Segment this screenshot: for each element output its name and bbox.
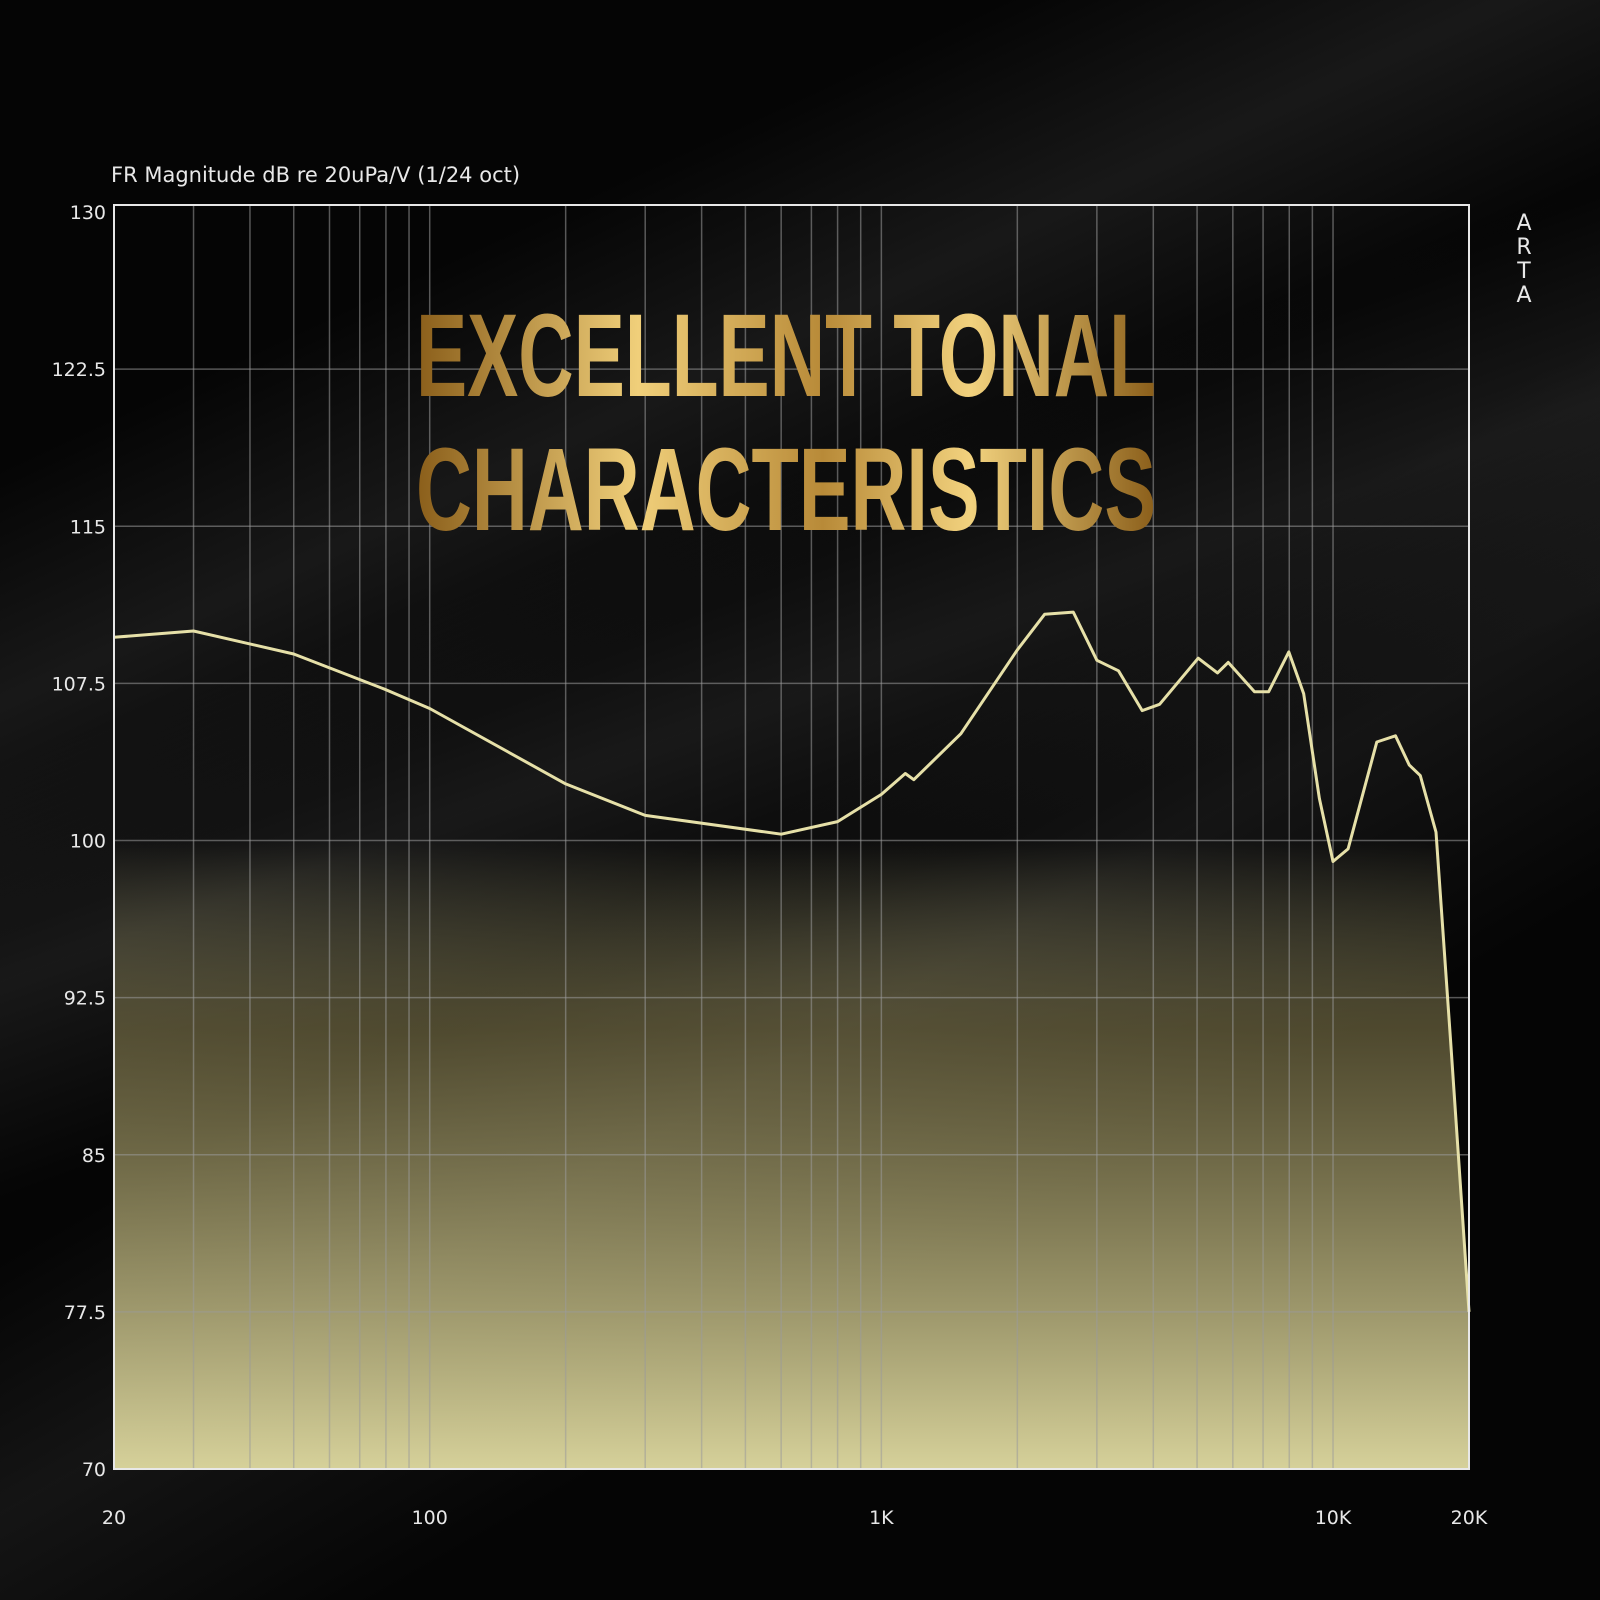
x-tick-label: 100 xyxy=(412,1507,448,1529)
y-tick-label: 70 xyxy=(82,1459,106,1481)
y-tick-label: 107.5 xyxy=(52,673,106,695)
watermark-letter: A xyxy=(1516,211,1531,236)
x-tick-label: 1K xyxy=(869,1507,894,1529)
y-tick-label: 130 xyxy=(70,202,106,224)
plot-frame xyxy=(113,204,1470,1470)
y-tick-label: 122.5 xyxy=(52,359,106,381)
headline-line-2: CHARACTERISTICS xyxy=(416,424,1156,556)
y-tick-label: 85 xyxy=(82,1145,106,1167)
grid-lines xyxy=(114,205,1469,1469)
headline-line-1: EXCELLENT TONAL xyxy=(416,290,1156,422)
response-area-fill xyxy=(114,612,1469,1469)
y-tick-label: 115 xyxy=(70,516,106,538)
y-axis-label: FR Magnitude dB re 20uPa/V (1/24 oct) xyxy=(111,163,520,187)
headline: EXCELLENT TONAL CHARACTERISTICS xyxy=(416,290,1156,556)
x-tick-label: 20 xyxy=(102,1507,126,1529)
y-tick-label: 77.5 xyxy=(64,1302,106,1324)
watermark-letter: R xyxy=(1516,235,1531,260)
watermark-letter: T xyxy=(1516,259,1531,284)
y-tick-label: 92.5 xyxy=(64,988,106,1010)
y-tick-labels: 130 122.5 115 107.5 100 92.5 85 77.5 70 xyxy=(52,202,106,1481)
x-tick-label: 10K xyxy=(1315,1507,1352,1529)
x-tick-labels: 20 100 1K 10K 20K xyxy=(102,1507,1488,1529)
response-curve xyxy=(113,610,1471,1313)
y-tick-label: 100 xyxy=(70,831,106,853)
x-tick-label: 20K xyxy=(1451,1507,1488,1529)
watermark-letter: A xyxy=(1516,283,1531,308)
